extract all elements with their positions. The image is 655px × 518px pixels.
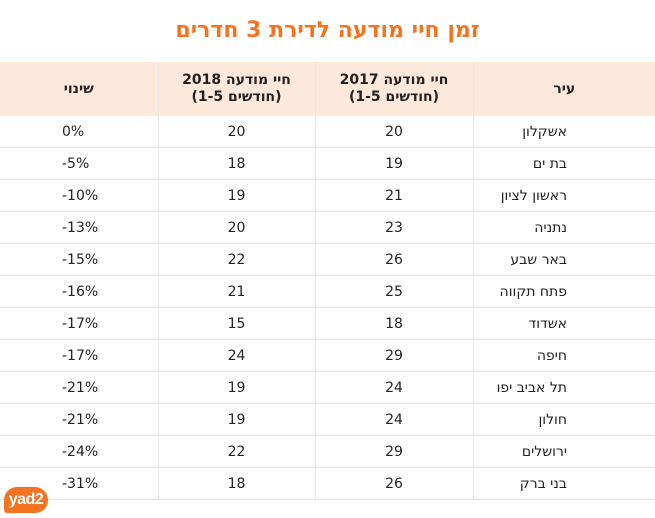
cell-2018: 22: [157, 435, 315, 468]
cell-2017: 23: [314, 211, 473, 244]
cell-city: נתניה: [472, 211, 655, 244]
table-row: חיפה 29 24 -17%: [0, 339, 655, 372]
cell-city: אשקלון: [472, 116, 655, 148]
cell-change: -17%: [0, 339, 158, 372]
table-row: חולון 24 19 -21%: [0, 403, 655, 436]
chart-title: זמן חיי מודעה לדירת 3 חדרים: [175, 18, 480, 43]
cell-change: -15%: [0, 243, 158, 276]
cell-city: חולון: [472, 403, 655, 436]
cell-2017: 18: [314, 307, 473, 340]
cell-change: -10%: [0, 179, 158, 212]
cell-2018: 20: [157, 116, 315, 148]
table-row: בני ברק 26 18 -31%: [0, 467, 655, 500]
table-row: בת ים 19 18 -5%: [0, 147, 655, 180]
cell-change: -16%: [0, 275, 158, 308]
cell-2017: 29: [314, 435, 473, 468]
table-row: אשדוד 18 15 -17%: [0, 307, 655, 340]
cell-change: -17%: [0, 307, 158, 340]
cell-change: -13%: [0, 211, 158, 244]
cell-city: באר שבע: [472, 243, 655, 276]
table-row: פתח תקווה 25 21 -16%: [0, 275, 655, 308]
data-table: עיר חיי מודעה 2017 (חודשים 1-5) חיי מודע…: [0, 62, 655, 500]
cell-city: בני ברק: [472, 467, 655, 500]
table-row: ירושלים 29 22 -24%: [0, 435, 655, 468]
cell-city: בת ים: [472, 147, 655, 180]
cell-2017: 24: [314, 371, 473, 404]
cell-2018: 15: [157, 307, 315, 340]
cell-2018: 22: [157, 243, 315, 276]
cell-change: 0%: [0, 116, 158, 148]
table-row: תל אביב יפו 24 19 -21%: [0, 371, 655, 404]
header-2018: חיי מודעה 2018 (חודשים 1-5): [157, 62, 315, 116]
table-row: נתניה 23 20 -13%: [0, 211, 655, 244]
cell-2018: 19: [157, 403, 315, 436]
cell-2018: 21: [157, 275, 315, 308]
cell-change: -5%: [0, 147, 158, 180]
cell-city: פתח תקווה: [472, 275, 655, 308]
cell-2018: 18: [157, 467, 315, 500]
cell-2017: 25: [314, 275, 473, 308]
cell-2017: 26: [314, 243, 473, 276]
table-row: ראשון לציון 21 19 -10%: [0, 179, 655, 212]
cell-2018: 24: [157, 339, 315, 372]
cell-city: ראשון לציון: [472, 179, 655, 212]
cell-2017: 20: [314, 116, 473, 148]
header-row: עיר חיי מודעה 2017 (חודשים 1-5) חיי מודע…: [0, 62, 655, 116]
cell-2018: 18: [157, 147, 315, 180]
cell-2017: 21: [314, 179, 473, 212]
table-row: באר שבע 26 22 -15%: [0, 243, 655, 276]
cell-2018: 19: [157, 371, 315, 404]
cell-change: -21%: [0, 371, 158, 404]
cell-2017: 26: [314, 467, 473, 500]
cell-city: אשדוד: [472, 307, 655, 340]
cell-city: תל אביב יפו: [472, 371, 655, 404]
table-body: אשקלון 20 20 0% בת ים 19 18 -5% ראשון לציון 21 19-…: [0, 116, 655, 500]
cell-city: חיפה: [472, 339, 655, 372]
cell-change: -24%: [0, 435, 158, 468]
cell-2017: 19: [314, 147, 473, 180]
cell-2017: 24: [314, 403, 473, 436]
header-2017: חיי מודעה 2017 (חודשים 1-5): [314, 62, 473, 116]
cell-city: ירושלים: [472, 435, 655, 468]
cell-2018: 19: [157, 179, 315, 212]
header-city: עיר: [472, 62, 655, 116]
yad2-logo: yad2: [4, 487, 48, 513]
cell-2018: 20: [157, 211, 315, 244]
header-change: שינוי: [0, 62, 158, 116]
table-row: אשקלון 20 20 0%: [0, 116, 655, 148]
cell-change: -21%: [0, 403, 158, 436]
cell-2017: 29: [314, 339, 473, 372]
